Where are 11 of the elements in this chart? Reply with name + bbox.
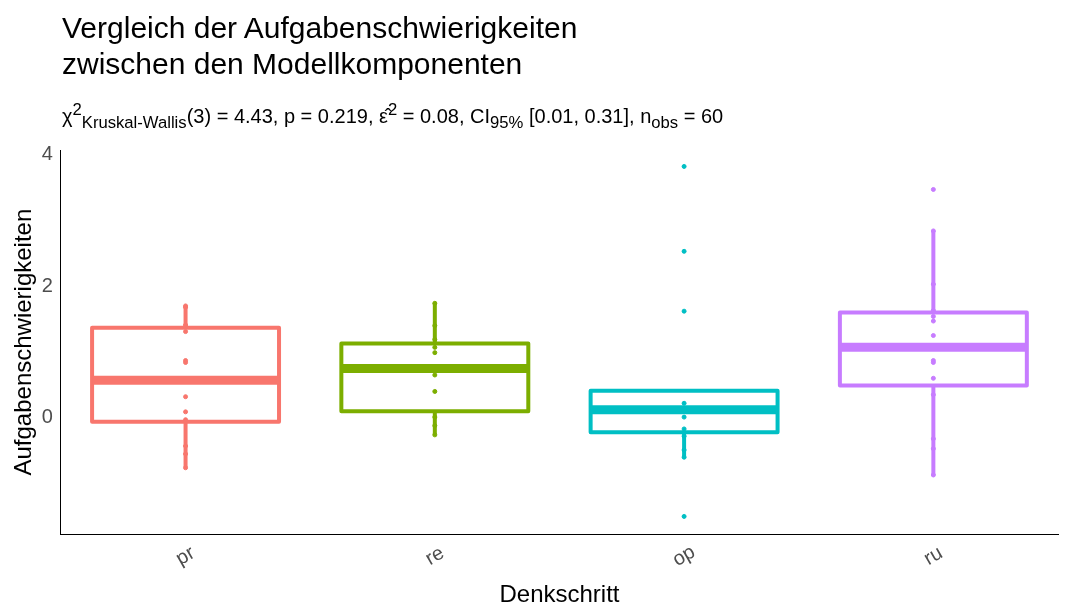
y-axis-title: Aufgabenschwierigkeiten	[9, 208, 37, 476]
text: χ$^{2}$$_{Kruskal-Wallis}$(3) = 4.43, p = 0.219, ε̂$^{2}$ = 0.08, CI$_{95%}$ [0.01, 0.31], n$_{obs}$ = 60	[62, 100, 724, 132]
y-tick-label: 0	[41, 405, 53, 428]
x-axis-title: Denkschritt	[499, 580, 620, 608]
x-tick-label: ru	[919, 540, 946, 569]
chart-title: Vergleich der Aufgabenschwierigkeiten zwischen den Modellkomponenten	[62, 10, 578, 82]
y-tick-label: 2	[41, 273, 53, 296]
x-tick-label: re	[420, 540, 448, 569]
x-tick-label: pr	[171, 540, 199, 569]
y-tick-label: 4	[41, 142, 53, 165]
x-tick-label: op	[668, 539, 699, 570]
